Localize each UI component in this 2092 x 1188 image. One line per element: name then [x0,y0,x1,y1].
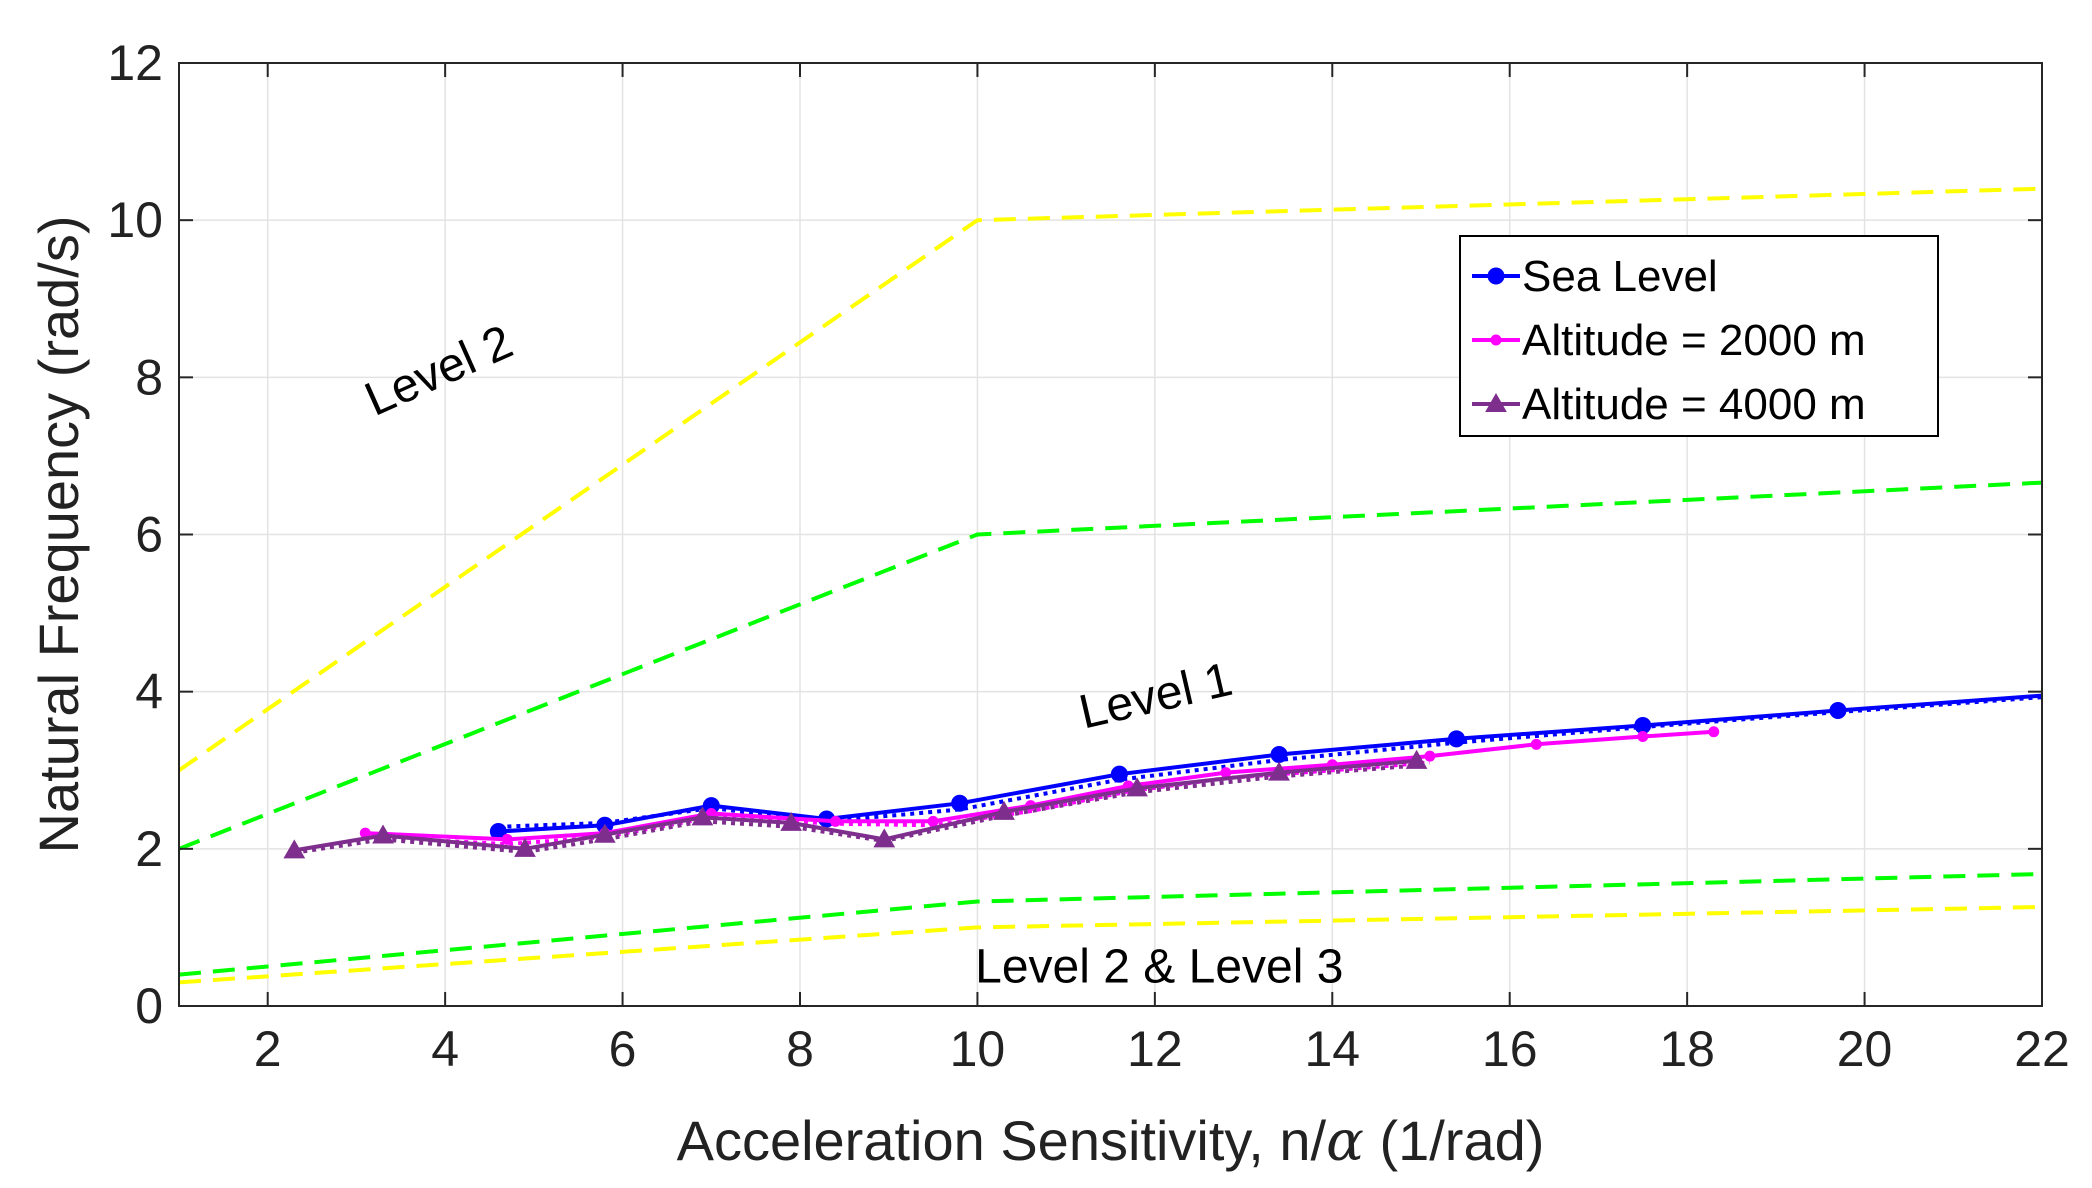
x-tick-label: 16 [1482,1021,1538,1077]
legend-box [1459,235,1939,437]
altitude-4000-m-point [1126,777,1148,797]
axis-ticks: 2 4 6 8 10 12 14 16 18 20 22 0 2 4 6 8 10 12 [107,35,2069,1077]
data-series [283,693,2043,859]
altitude-4000-m-point [372,824,394,844]
x-tick-label: 10 [950,1021,1006,1077]
sea-level-point [1110,765,1128,783]
sea-level-point [1270,746,1288,764]
x-tick-label: 6 [609,1021,637,1077]
y-tick-label: 0 [135,978,163,1034]
legend-label: Sea Level [1522,252,1718,301]
altitude-2000-m-point [927,815,939,827]
y-tick-label: 2 [135,821,163,877]
x-tick-label: 18 [1659,1021,1715,1077]
y-tick-label: 4 [135,664,163,720]
altitude-4000-m-dotted-line [294,763,1417,855]
x-axis-title: Acceleration Sensitivity, n/α (1/rad) [677,1109,1545,1174]
sea-level-point [1447,730,1465,748]
altitude-4000-m-point [1268,761,1290,781]
legend-marker [1485,392,1507,412]
y-tick-label: 8 [135,349,163,405]
x-tick-label: 14 [1304,1021,1360,1077]
x-tick-label: 4 [431,1021,459,1077]
altitude-2000-m-point [1424,750,1436,762]
altitude-4000-m-point [593,823,616,843]
altitude-2000-m-point [1637,730,1649,742]
altitude-4000-m-point [283,839,306,859]
x-tick-label: 8 [786,1021,814,1077]
y-tick-label: 6 [135,507,163,563]
y-tick-label: 10 [107,192,163,248]
altitude-4000-m-series [283,749,1428,859]
altitude-4000-m-point [873,828,896,848]
annotation-level-2-level-3: Level 2 & Level 3 [975,940,1343,993]
level-1-upper-boundary-line [178,480,2043,851]
x-tick-label: 22 [2014,1021,2070,1077]
altitude-4000-m-point [514,837,536,857]
legend-item-sea-level: Sea Level [1472,252,1718,301]
x-axis-title-symbol: α [1326,1109,1364,1174]
altitude-4000-m-point [780,811,802,831]
legend: Sea Level Altitude = 2000 m Altitude = 400… [1459,235,1939,437]
altitude-2000-m-point [501,833,513,845]
sea-level-point [951,794,969,812]
altitude-2000-m-point [1530,738,1542,750]
x-tick-label: 2 [254,1021,282,1077]
level-1-lower-boundary-line [178,872,2043,977]
y-tick-label: 12 [107,35,163,91]
sea-level-point [1829,702,1847,720]
level-2-lower-boundary-line [178,905,2043,985]
level-boundaries [177,186,2043,985]
altitude-4000-m-point [1405,749,1428,769]
legend-label: Altitude = 2000 m [1522,316,1866,365]
altitude-4000-m-point [691,806,714,826]
legend-item-altitude-2000-m: Altitude = 2000 m [1472,316,1866,365]
y-axis-title: Natural Frequency (rad/s) [27,215,90,853]
altitude-4000-m-point [993,800,1015,820]
legend-marker [1487,267,1505,285]
legend-marker [1490,334,1502,346]
legend-label: Altitude = 4000 m [1522,380,1866,429]
level-2-upper-boundary-line [177,186,2043,772]
x-axis-title-suffix: (1/rad) [1364,1109,1545,1172]
legend-item-altitude-4000-m: Altitude = 4000 m [1472,380,1866,429]
x-axis-title-prefix: Acceleration Sensitivity, n/ [677,1109,1327,1172]
x-tick-label: 12 [1127,1021,1183,1077]
altitude-2000-m-point [1708,726,1720,738]
x-tick-label: 20 [1837,1021,1893,1077]
altitude-2000-m-point [829,815,841,827]
